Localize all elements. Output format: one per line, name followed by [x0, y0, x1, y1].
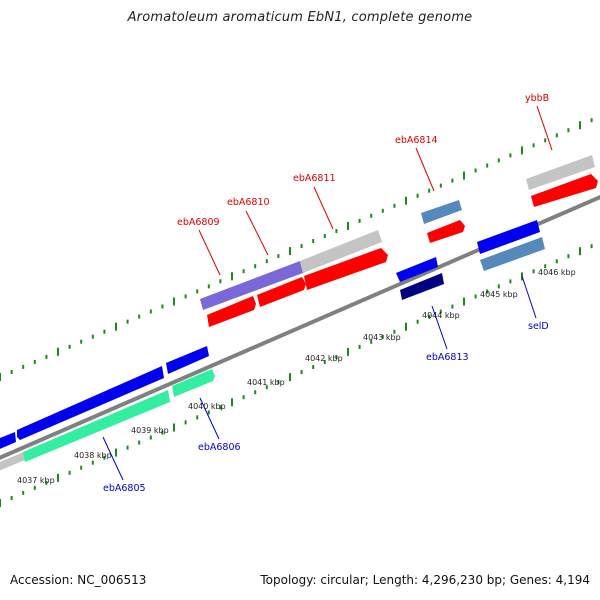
- kbp-label-4043: 4043 kbp: [363, 333, 401, 342]
- cds-ebA6809-purple[interactable]: [200, 261, 303, 310]
- kbp-label-4041: 4041 kbp: [247, 378, 285, 387]
- kbp-label-4038: 4038 kbp: [74, 451, 112, 460]
- upper-tick-row: [0, 118, 593, 381]
- label-leaders: [102, 105, 553, 481]
- kbp-label-4037: 4037 kbp: [17, 476, 55, 485]
- kbp-label-4040: 4040 kbp: [188, 402, 226, 411]
- cds-ebA6811-grey[interactable]: [300, 230, 382, 273]
- kbp-label-4046: 4046 kbp: [538, 268, 576, 277]
- gene-label-ebA6805[interactable]: ebA6805: [103, 483, 146, 494]
- gene-label-ebA6809[interactable]: ebA6809: [177, 217, 220, 228]
- leader-ybbB: [536, 105, 553, 151]
- cds-ybbB-grey[interactable]: [526, 155, 595, 190]
- cds-ybbB-red[interactable]: [531, 174, 598, 207]
- cds-ebA6813-navy[interactable]: [400, 273, 444, 300]
- cds-selD-blue[interactable]: [477, 220, 540, 254]
- leader-ebA6805: [102, 436, 124, 481]
- gene-label-ebA6813[interactable]: ebA6813: [426, 352, 469, 363]
- lower-tick-row: [0, 244, 593, 507]
- forward-strand-features: [200, 155, 598, 327]
- kbp-label-4044: 4044 kbp: [422, 311, 460, 320]
- leader-ebA6809: [198, 229, 221, 276]
- cds-ebA6813-blue[interactable]: [396, 257, 438, 282]
- kbp-label-4045: 4045 kbp: [480, 290, 518, 299]
- cds-ebA6814-steel[interactable]: [421, 200, 462, 224]
- feature-blue-left[interactable]: [0, 432, 16, 451]
- gene-label-ybbB[interactable]: ybbB: [525, 93, 549, 104]
- leader-ebA6810: [245, 210, 269, 256]
- gene-label-ebA6806[interactable]: ebA6806: [198, 442, 241, 453]
- cds-ebA6811-red[interactable]: [304, 248, 388, 290]
- cds-ebA6810-red[interactable]: [257, 277, 306, 307]
- cds-ebA6805-blue[interactable]: [17, 366, 164, 440]
- reverse-strand-features: [0, 220, 545, 472]
- cds-ebA6806-blue[interactable]: [166, 346, 209, 374]
- gene-label-ebA6811[interactable]: ebA6811: [293, 173, 336, 184]
- cds-selD-steel[interactable]: [480, 237, 545, 271]
- gene-label-selD[interactable]: selD: [528, 321, 549, 332]
- leader-ebA6811: [313, 186, 334, 230]
- leader-ebA6814: [415, 147, 435, 192]
- leader-selD: [521, 275, 537, 319]
- accession-text: Accession: NC_006513: [10, 573, 147, 587]
- cds-ebA6809-red[interactable]: [207, 296, 256, 327]
- gene-label-ebA6814[interactable]: ebA6814: [395, 135, 438, 146]
- feature-grey-left[interactable]: [0, 452, 25, 472]
- leader-ebA6813: [431, 305, 448, 350]
- gene-label-ebA6810[interactable]: ebA6810: [227, 197, 270, 208]
- leader-ebA6806: [199, 397, 220, 440]
- genome-summary-text: Topology: circular; Length: 4,296,230 bp…: [260, 573, 590, 587]
- cds-ebA6805-teal[interactable]: [23, 390, 170, 462]
- cds-ebA6814-red[interactable]: [427, 220, 465, 243]
- kbp-label-4039: 4039 kbp: [131, 426, 169, 435]
- kbp-label-4042: 4042 kbp: [305, 354, 343, 363]
- map-title: Aromatoleum aromaticum EbN1, complete ge…: [127, 10, 473, 25]
- cds-ebA6806-teal[interactable]: [172, 369, 215, 397]
